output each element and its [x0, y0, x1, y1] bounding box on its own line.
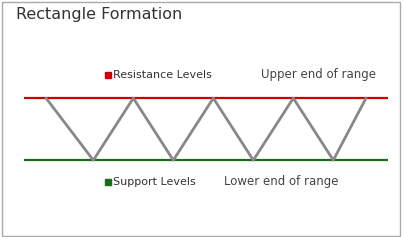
- Text: Upper end of range: Upper end of range: [261, 68, 376, 81]
- Text: Lower end of range: Lower end of range: [224, 175, 339, 188]
- Text: Support Levels: Support Levels: [113, 177, 196, 187]
- Text: Rectangle Formation: Rectangle Formation: [16, 7, 183, 22]
- Text: Resistance Levels: Resistance Levels: [113, 69, 212, 80]
